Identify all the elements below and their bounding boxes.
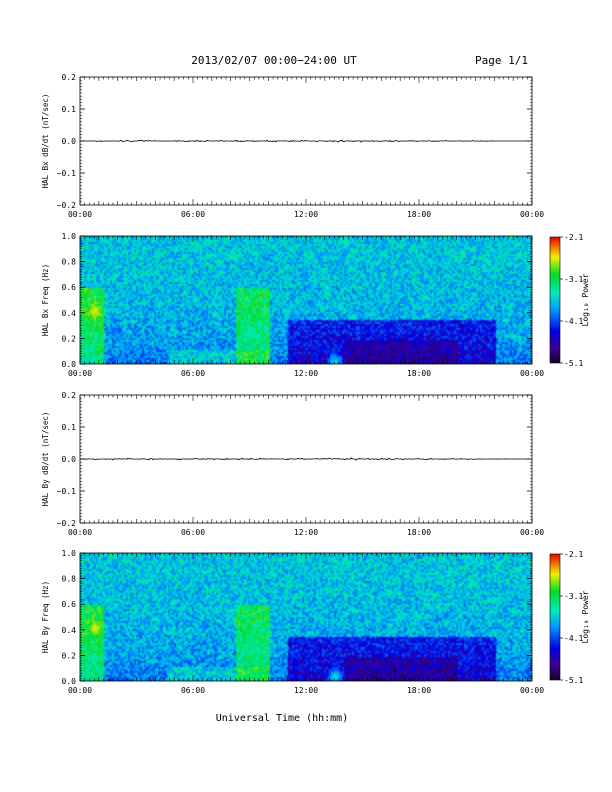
x-tick-label: 06:00 [181, 369, 205, 378]
colorbar-tick-label: -2.1 [564, 233, 583, 242]
x-tick-label: 12:00 [294, 528, 318, 537]
y-tick-label: 0.0 [62, 360, 77, 369]
y-axis-label: HAL By dB/dt (nT/sec) [41, 412, 50, 507]
colorbar [549, 236, 561, 364]
y-tick-label: 0.8 [62, 575, 77, 584]
x-tick-label: 18:00 [407, 369, 431, 378]
y-tick-label: 0.4 [62, 626, 77, 635]
colorbar-label: Log₁₀ Power [581, 273, 590, 326]
y-tick-label: −0.1 [57, 487, 76, 496]
y-tick-label: 0.2 [62, 73, 77, 82]
y-tick-label: −0.1 [57, 169, 76, 178]
x-tick-label: 12:00 [294, 686, 318, 695]
y-tick-label: 0.8 [62, 258, 77, 267]
x-tick-label: 00:00 [520, 369, 544, 378]
y-tick-label: 0.1 [62, 105, 77, 114]
x-tick-label: 00:00 [68, 210, 92, 219]
y-tick-label: −0.2 [57, 519, 76, 528]
x-tick-label: 06:00 [181, 686, 205, 695]
figure-title: 2013/02/07 00:00−24:00 UT [191, 54, 357, 67]
panel-3 [79, 394, 533, 524]
x-tick-label: 18:00 [407, 210, 431, 219]
y-tick-label: 0.2 [62, 651, 77, 660]
colorbar-label: Log₁₀ Power [581, 590, 590, 643]
colorbar-tick-label: -5.1 [564, 676, 583, 685]
y-tick-label: 0.6 [62, 283, 77, 292]
x-tick-label: 12:00 [294, 210, 318, 219]
dbdt-trace [80, 139, 532, 143]
colorbar [549, 553, 561, 681]
colorbar-tick-label: -4.1 [564, 634, 583, 643]
y-tick-label: 0.2 [62, 391, 77, 400]
y-tick-label: 0.0 [62, 137, 77, 146]
y-axis-label: HAL Bx dB/dt (nT/sec) [41, 94, 50, 189]
y-tick-label: 0.6 [62, 600, 77, 609]
panel-2 [79, 235, 563, 365]
page-indicator: Page 1/1 [475, 54, 528, 67]
x-tick-label: 00:00 [520, 528, 544, 537]
x-tick-label: 12:00 [294, 369, 318, 378]
colorbar-tick-label: -2.1 [564, 550, 583, 559]
y-tick-label: 0.2 [62, 334, 77, 343]
x-tick-label: 18:00 [407, 528, 431, 537]
x-tick-label: 18:00 [407, 686, 431, 695]
colorbar-tick-label: -4.1 [564, 317, 583, 326]
y-tick-label: 0.0 [62, 455, 77, 464]
y-tick-label: 0.1 [62, 423, 77, 432]
x-tick-label: 06:00 [181, 528, 205, 537]
x-tick-label: 00:00 [68, 528, 92, 537]
x-tick-label: 00:00 [520, 210, 544, 219]
x-axis-label: Universal Time (hh:mm) [216, 713, 348, 724]
x-tick-label: 00:00 [520, 686, 544, 695]
colorbar-tick-label: -3.1 [564, 592, 583, 601]
x-tick-label: 06:00 [181, 210, 205, 219]
colorbar-tick-label: -5.1 [564, 359, 583, 368]
y-tick-label: 1.0 [62, 549, 77, 558]
spectrogram-image [80, 236, 532, 364]
spectrogram-image [80, 553, 532, 681]
y-tick-label: −0.2 [57, 201, 76, 210]
panel-1 [79, 76, 533, 206]
x-tick-label: 00:00 [68, 686, 92, 695]
y-tick-label: 0.0 [62, 677, 77, 686]
y-axis-label: HAL Bx Freq (Hz) [41, 264, 50, 336]
panel-4 [79, 552, 563, 682]
dbdt-trace [80, 457, 532, 461]
y-tick-label: 1.0 [62, 232, 77, 241]
colorbar-tick-label: -3.1 [564, 275, 583, 284]
y-axis-label: HAL By Freq (Hz) [41, 581, 50, 653]
y-tick-label: 0.4 [62, 309, 77, 318]
x-tick-label: 00:00 [68, 369, 92, 378]
